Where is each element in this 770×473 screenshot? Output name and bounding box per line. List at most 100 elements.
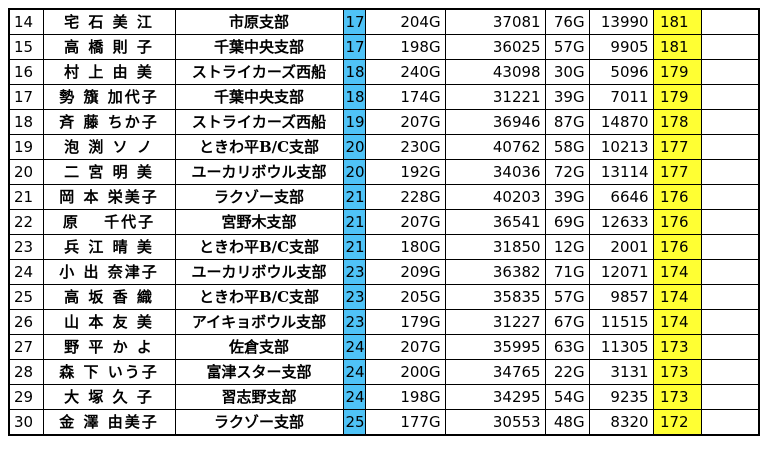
handicap-cell: 19 xyxy=(342,109,366,135)
games-cell: 177G xyxy=(364,409,446,436)
games2-cell: 58G xyxy=(544,134,590,160)
games-cell: 180G xyxy=(364,234,446,260)
rank-cell: 14 xyxy=(8,8,44,35)
table-row: 29 大 塚 久 子習志野支部 24 198G 34295 54G 9235 173 xyxy=(8,384,760,410)
table-row: 22 原 千代子 宮野木支部 21 207G 36541 69G 12633 176 xyxy=(8,209,760,235)
rank-cell: 23 xyxy=(8,234,44,260)
average-cell: 173 xyxy=(652,384,702,410)
table-row: 14 宅 石 美 江市原支部 17 204G 37081 76G 13990 181 xyxy=(8,8,760,35)
branch-cell: ストライカーズ西船 xyxy=(174,59,344,85)
average-cell: 181 xyxy=(652,8,702,35)
ranking-rows: 14 宅 石 美 江市原支部 17 204G 37081 76G 13990 181 15 高 橋… xyxy=(8,8,760,436)
pins2-cell: 14870 xyxy=(588,109,654,135)
average-cell: 176 xyxy=(652,184,702,210)
player-name-cell: 原 千代子 xyxy=(42,209,176,235)
table-row: 18 斉 藤 ちか子 ストライカーズ西船 19 207G 36946 87G 14870 178 xyxy=(8,109,760,135)
rank-cell: 19 xyxy=(8,134,44,160)
average-cell: 177 xyxy=(652,134,702,160)
rank-cell: 18 xyxy=(8,109,44,135)
pins2-cell: 6646 xyxy=(588,184,654,210)
handicap-cell: 17 xyxy=(342,34,366,60)
rank-cell: 30 xyxy=(8,409,44,436)
branch-cell: 富津スター支部 xyxy=(174,359,344,385)
branch-cell: 市原支部 xyxy=(174,8,344,35)
player-name-cell: 野 平 か よ xyxy=(42,334,176,360)
player-name-cell: 斉 藤 ちか子 xyxy=(42,109,176,135)
handicap-cell: 23 xyxy=(342,284,366,310)
games-cell: 174G xyxy=(364,84,446,110)
pins-cell: 36541 xyxy=(444,209,546,235)
handicap-cell: 25 xyxy=(342,409,366,436)
handicap-cell: 23 xyxy=(342,259,366,285)
empty-cell xyxy=(700,59,760,85)
pins2-cell: 11305 xyxy=(588,334,654,360)
player-name-cell: 岡 本 栄美子 xyxy=(42,184,176,210)
pins-cell: 31227 xyxy=(444,309,546,335)
rank-cell: 21 xyxy=(8,184,44,210)
branch-cell: ときわ平B/C支部 xyxy=(174,284,344,310)
games2-cell: 63G xyxy=(544,334,590,360)
pins-cell: 37081 xyxy=(444,8,546,35)
games-cell: 198G xyxy=(364,34,446,60)
pins2-cell: 9905 xyxy=(588,34,654,60)
pins-cell: 34765 xyxy=(444,359,546,385)
pins-cell: 31850 xyxy=(444,234,546,260)
games-cell: 192G xyxy=(364,159,446,185)
games-cell: 228G xyxy=(364,184,446,210)
games2-cell: 48G xyxy=(544,409,590,436)
player-name-cell: 高 橋 則 子 xyxy=(42,34,176,60)
table-row: 21 岡 本 栄美子 ラクゾー支部 21 228G 40203 39G 6646 176 xyxy=(8,184,760,210)
empty-cell xyxy=(700,234,760,260)
rank-cell: 28 xyxy=(8,359,44,385)
ranking-table: 14 宅 石 美 江市原支部 17 204G 37081 76G 13990 181 15 高 橋… xyxy=(8,8,761,436)
branch-cell: ときわ平B/C支部 xyxy=(174,134,344,160)
rank-cell: 16 xyxy=(8,59,44,85)
games-cell: 207G xyxy=(364,209,446,235)
games2-cell: 22G xyxy=(544,359,590,385)
empty-cell xyxy=(700,109,760,135)
games-cell: 207G xyxy=(364,109,446,135)
handicap-cell: 21 xyxy=(342,184,366,210)
games-cell: 230G xyxy=(364,134,446,160)
branch-cell: ときわ平B/C支部 xyxy=(174,234,344,260)
average-cell: 176 xyxy=(652,234,702,260)
pins-cell: 34295 xyxy=(444,384,546,410)
pins-cell: 35835 xyxy=(444,284,546,310)
games2-cell: 71G xyxy=(544,259,590,285)
pins-cell: 43098 xyxy=(444,59,546,85)
branch-cell: 宮野木支部 xyxy=(174,209,344,235)
games2-cell: 72G xyxy=(544,159,590,185)
table-row: 15 高 橋 則 子千葉中央支部 17 198G 36025 57G 9905 181 xyxy=(8,34,760,60)
rank-cell: 24 xyxy=(8,259,44,285)
pins-cell: 36382 xyxy=(444,259,546,285)
player-name-cell: 小 出 奈津子 xyxy=(42,259,176,285)
handicap-cell: 24 xyxy=(342,334,366,360)
average-cell: 172 xyxy=(652,409,702,436)
games2-cell: 87G xyxy=(544,109,590,135)
pins2-cell: 9235 xyxy=(588,384,654,410)
handicap-cell: 18 xyxy=(342,84,366,110)
pins-cell: 36946 xyxy=(444,109,546,135)
games2-cell: 57G xyxy=(544,284,590,310)
empty-cell xyxy=(700,334,760,360)
games-cell: 179G xyxy=(364,309,446,335)
rank-cell: 25 xyxy=(8,284,44,310)
games2-cell: 57G xyxy=(544,34,590,60)
table-row: 30 金 澤 由美子 ラクゾー支部 25 177G 30553 48G 8320 172 xyxy=(8,409,760,436)
handicap-cell: 18 xyxy=(342,59,366,85)
games2-cell: 67G xyxy=(544,309,590,335)
branch-cell: ラクゾー支部 xyxy=(174,184,344,210)
average-cell: 176 xyxy=(652,209,702,235)
pins-cell: 40762 xyxy=(444,134,546,160)
player-name-cell: 金 澤 由美子 xyxy=(42,409,176,436)
empty-cell xyxy=(700,384,760,410)
table-row: 26 山 本 友 美アイキョボウル支部 23 179G 31227 67G 11515 174 xyxy=(8,309,760,335)
pins2-cell: 5096 xyxy=(588,59,654,85)
games2-cell: 54G xyxy=(544,384,590,410)
empty-cell xyxy=(700,284,760,310)
branch-cell: 千葉中央支部 xyxy=(174,34,344,60)
games2-cell: 12G xyxy=(544,234,590,260)
games-cell: 204G xyxy=(364,8,446,35)
pins-cell: 34036 xyxy=(444,159,546,185)
pins2-cell: 13990 xyxy=(588,8,654,35)
